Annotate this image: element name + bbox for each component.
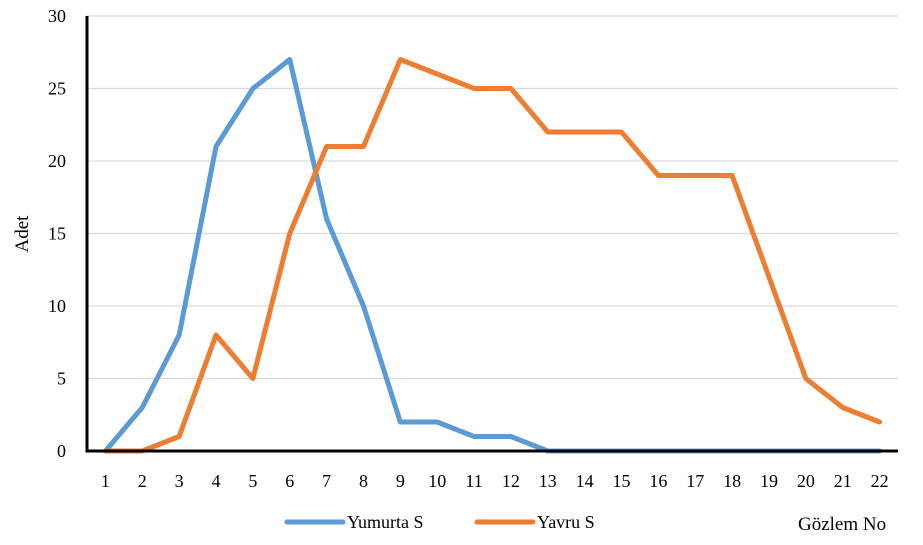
y-tick-label: 0 [57, 441, 66, 461]
legend-label-2: Yavru S [537, 512, 595, 532]
x-tick-label: 7 [322, 471, 331, 491]
x-tick-label: 6 [285, 471, 294, 491]
x-tick-label: 4 [212, 471, 221, 491]
y-axis-title: Adet [12, 215, 33, 253]
series-line-2 [102, 57, 883, 454]
legend: Yumurta S Yavru S [284, 512, 595, 532]
x-tick-label: 11 [465, 471, 482, 491]
x-tick-label: 2 [138, 471, 147, 491]
x-tick-label: 13 [539, 471, 557, 491]
y-tick-label: 25 [48, 79, 66, 99]
x-tick-label: 8 [359, 471, 368, 491]
x-tick-label: 12 [502, 471, 520, 491]
x-tick-label: 1 [101, 471, 110, 491]
x-tick-label: 22 [871, 471, 889, 491]
legend-label-1: Yumurta S [347, 512, 424, 532]
x-tick-label: 5 [248, 471, 257, 491]
series-lines [102, 57, 883, 454]
y-axis-ticks: 0 5 10 15 20 25 30 [48, 6, 66, 461]
x-tick-label: 10 [428, 471, 446, 491]
x-tick-label: 18 [723, 471, 741, 491]
x-tick-label: 3 [175, 471, 184, 491]
y-tick-label: 30 [48, 6, 66, 26]
y-tick-label: 10 [48, 296, 66, 316]
x-axis-title: Gözlem No [798, 514, 886, 535]
grid-lines [87, 15, 898, 380]
x-tick-label: 20 [797, 471, 815, 491]
y-tick-label: 5 [57, 369, 66, 389]
x-tick-label: 17 [686, 471, 704, 491]
x-tick-label: 15 [613, 471, 631, 491]
y-tick-label: 15 [48, 224, 66, 244]
x-tick-label: 14 [576, 471, 594, 491]
x-axis-ticks: 1 2 3 4 5 6 7 8 9 10 11 12 13 14 15 16 17 18 19 20 21 22 [101, 471, 889, 491]
x-tick-label: 9 [396, 471, 405, 491]
x-tick-label: 16 [649, 471, 667, 491]
y-tick-label: 20 [48, 151, 66, 171]
x-tick-label: 21 [834, 471, 852, 491]
x-tick-label: 19 [760, 471, 778, 491]
